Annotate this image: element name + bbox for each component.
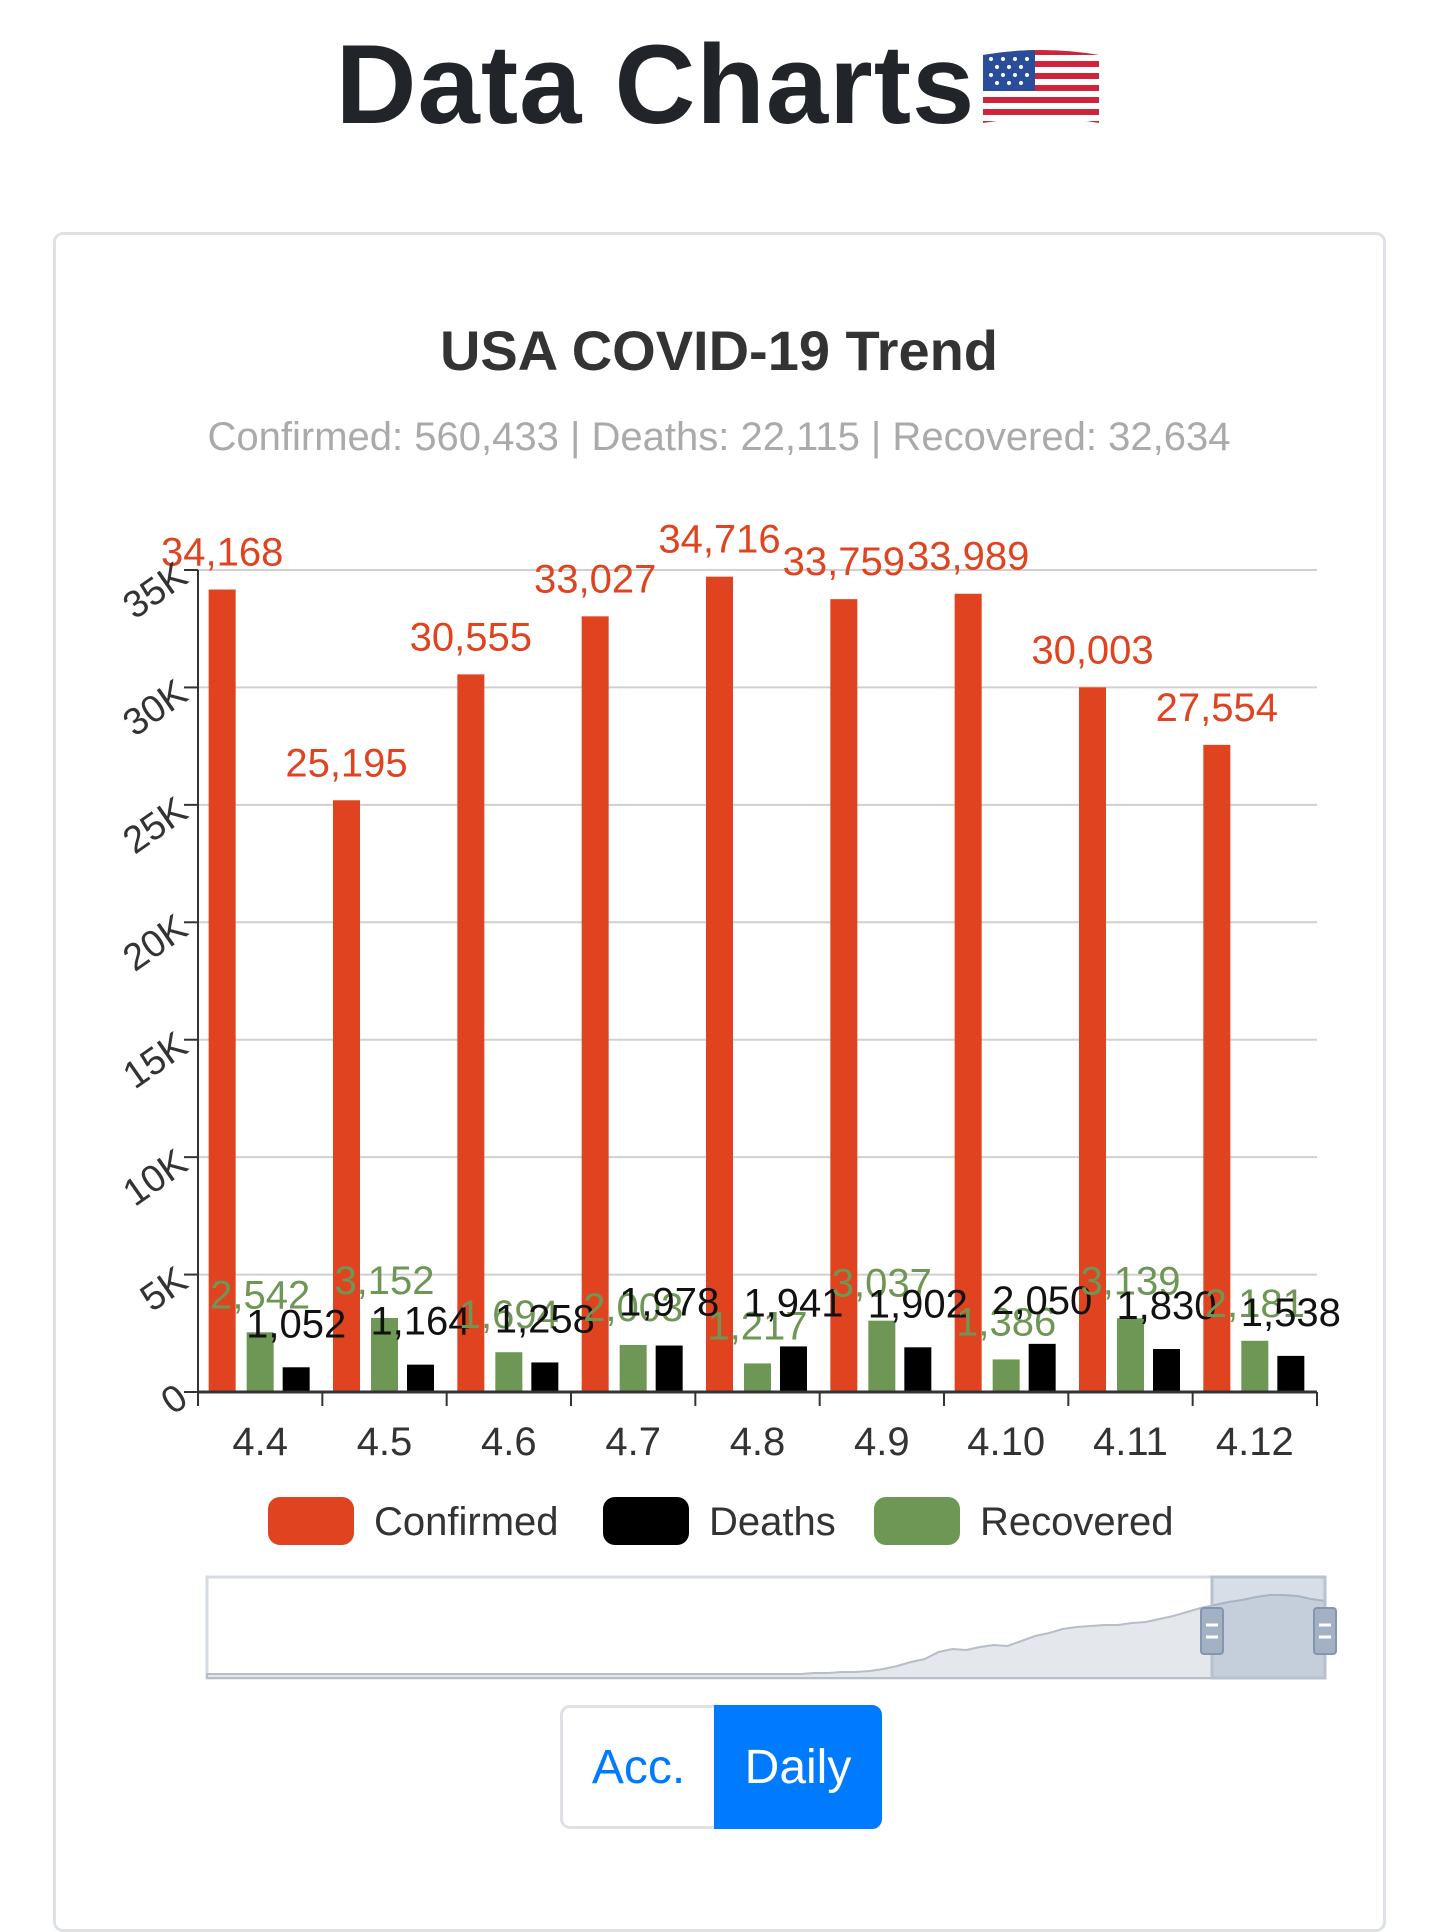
chart: USA COVID-19 Trend Confirmed: 560,433 | … [116, 319, 1341, 1680]
bar-confirmed [457, 674, 485, 1392]
bar-deaths [1153, 1349, 1180, 1392]
data-label-deaths: 1,941 [743, 1281, 843, 1325]
legend-label-deaths[interactable]: Deaths [709, 1500, 836, 1544]
legend-swatch-deaths[interactable] [603, 1497, 689, 1545]
data-label-recovered: 3,139 [1080, 1259, 1180, 1303]
bar-confirmed [581, 616, 609, 1392]
mode-toggle: Acc. Daily [560, 1705, 882, 1829]
daily-button[interactable]: Daily [714, 1705, 882, 1829]
bar-recovered [868, 1320, 896, 1392]
bar-confirmed [1203, 744, 1231, 1392]
data-label-recovered: 3,037 [832, 1262, 932, 1306]
bar-deaths [282, 1367, 310, 1392]
y-tick-label: 25K [116, 789, 195, 862]
bar-confirmed [1079, 687, 1106, 1392]
data-label-recovered: 1,217 [707, 1304, 807, 1348]
data-label-confirmed: 33,989 [907, 535, 1029, 579]
bar-recovered [1117, 1318, 1144, 1392]
chart-title: USA COVID-19 Trend [440, 319, 998, 382]
y-tick-label: 0 [154, 1376, 195, 1423]
overview-trend-area [206, 1594, 1326, 1679]
legend-swatch-recovered[interactable] [874, 1497, 960, 1545]
bar-deaths [1028, 1343, 1056, 1392]
data-label-deaths: 2,050 [992, 1279, 1092, 1323]
bar-confirmed [954, 593, 982, 1392]
data-label-confirmed: 25,195 [285, 741, 407, 785]
bar-recovered [992, 1359, 1020, 1392]
data-label-recovered: 2,181 [1205, 1282, 1305, 1326]
bar-deaths [780, 1346, 807, 1392]
acc-button[interactable]: Acc. [560, 1705, 714, 1829]
data-label-confirmed: 33,027 [534, 557, 656, 601]
data-label-confirmed: 34,716 [658, 518, 780, 562]
legend-label-recovered[interactable]: Recovered [980, 1500, 1173, 1544]
y-tick-label: 15K [116, 1024, 195, 1097]
x-tick-label: 4.12 [1216, 1420, 1294, 1464]
bar-confirmed [706, 576, 733, 1392]
data-label-recovered: 1,386 [956, 1300, 1056, 1344]
legend-label-confirmed[interactable]: Confirmed [374, 1500, 559, 1544]
bar-recovered [619, 1344, 647, 1392]
data-label-confirmed: 30,003 [1031, 628, 1153, 672]
y-tick-label: 20K [116, 907, 195, 980]
data-label-deaths: 1,258 [495, 1297, 595, 1341]
bar-recovered [495, 1352, 523, 1392]
data-label-deaths: 1,538 [1241, 1291, 1341, 1335]
bar-confirmed [208, 589, 236, 1392]
bar-deaths [904, 1347, 932, 1392]
x-tick-label: 4.11 [1093, 1420, 1168, 1464]
bar-confirmed [333, 800, 360, 1392]
bar-recovered [1241, 1340, 1269, 1392]
overview-left-handle[interactable] [1200, 1607, 1224, 1655]
data-label-deaths: 1,902 [868, 1282, 968, 1326]
data-label-confirmed: 30,555 [410, 615, 532, 659]
data-label-recovered: 1,694 [459, 1293, 559, 1337]
bar-recovered [246, 1332, 274, 1392]
page-title: Data Charts [0, 20, 1439, 150]
x-tick-label: 4.6 [481, 1420, 537, 1464]
data-label-deaths: 1,830 [1116, 1284, 1216, 1328]
x-tick-label: 4.10 [967, 1420, 1045, 1464]
chart-subtitle: Confirmed: 560,433 | Deaths: 22,115 | Re… [208, 415, 1231, 459]
y-tick-label: 5K [133, 1259, 195, 1320]
data-label-deaths: 1,052 [246, 1302, 346, 1346]
data-label-confirmed: 33,759 [783, 540, 905, 584]
data-label-deaths: 1,164 [370, 1300, 470, 1344]
data-label-deaths: 1,978 [619, 1281, 719, 1325]
data-label-confirmed: 34,168 [161, 531, 283, 575]
x-tick-label: 4.8 [730, 1420, 786, 1464]
bar-deaths [407, 1364, 434, 1392]
overview-selection[interactable] [1210, 1575, 1327, 1680]
data-label-recovered: 2,542 [210, 1273, 310, 1317]
bar-confirmed [830, 599, 858, 1392]
overview-right-handle[interactable] [1313, 1607, 1337, 1655]
data-label-recovered: 3,152 [334, 1259, 434, 1303]
x-tick-label: 4.9 [854, 1420, 910, 1464]
x-tick-label: 4.5 [357, 1420, 413, 1464]
legend-swatch-confirmed[interactable] [268, 1497, 354, 1545]
x-tick-label: 4.7 [605, 1420, 661, 1464]
data-label-recovered: 2,003 [583, 1286, 683, 1330]
bar-deaths [1277, 1355, 1305, 1392]
y-tick-label: 30K [116, 672, 195, 745]
x-tick-label: 4.4 [232, 1420, 288, 1464]
data-label-confirmed: 27,554 [1156, 686, 1278, 730]
y-tick-label: 10K [116, 1142, 195, 1215]
us-flag-icon [983, 50, 1100, 123]
bar-deaths [655, 1345, 683, 1392]
bar-recovered [371, 1317, 398, 1392]
bar-deaths [531, 1362, 559, 1392]
bar-recovered [744, 1363, 771, 1392]
